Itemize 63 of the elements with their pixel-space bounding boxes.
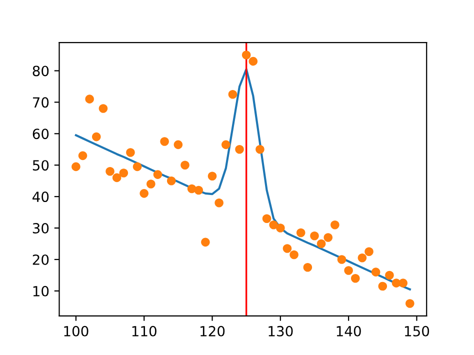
point (214, 198, 224, 208)
x-tick-label: 150 (404, 326, 430, 336)
point (337, 255, 346, 264)
point (350, 274, 360, 283)
point (406, 299, 414, 308)
point (242, 50, 251, 60)
y-tick-label: 80 (32, 66, 49, 76)
x-tick-label: 100 (64, 326, 88, 336)
point (248, 56, 258, 66)
y-tick-label: 60 (32, 128, 49, 140)
point (208, 172, 217, 181)
point (92, 132, 101, 142)
x-tick-label: 110 (132, 326, 156, 336)
point (371, 268, 380, 276)
point (126, 148, 135, 157)
point (310, 232, 319, 240)
point (221, 140, 230, 150)
point (269, 220, 278, 230)
x-tick-label: 120 (200, 326, 225, 336)
point (98, 104, 108, 113)
point (153, 170, 162, 179)
line-series (74, 68, 411, 290)
point (398, 278, 408, 288)
point (330, 220, 340, 230)
point (385, 270, 394, 280)
point (344, 266, 353, 275)
point (235, 145, 244, 154)
point (106, 167, 114, 176)
point (228, 90, 238, 99)
point (180, 160, 190, 170)
point (174, 140, 183, 150)
point (194, 186, 204, 195)
point (358, 254, 367, 262)
point (140, 189, 148, 198)
y-tick-label: 30 (32, 223, 49, 234)
point (303, 262, 312, 272)
point (78, 151, 88, 160)
y-tick-label: 20 (32, 254, 49, 265)
point (282, 244, 292, 253)
y-tick-label: 40 (32, 192, 49, 202)
point (160, 137, 169, 146)
point (72, 162, 80, 172)
point (290, 250, 298, 260)
y-tick-label: 70 (32, 97, 49, 108)
point (378, 282, 388, 291)
point (112, 173, 122, 182)
point (262, 214, 272, 223)
point (316, 239, 326, 248)
x-tick-label: 140 (336, 326, 361, 336)
point (201, 238, 210, 247)
point (85, 94, 94, 104)
point (324, 233, 333, 242)
y-tick-label: 50 (32, 160, 49, 171)
y-tick-label: 10 (33, 286, 49, 296)
x-tick-label: 130 (268, 326, 293, 336)
point (119, 168, 128, 178)
point (146, 180, 156, 188)
point (256, 145, 264, 154)
point (132, 162, 142, 172)
point (166, 176, 176, 186)
point (276, 224, 285, 232)
point (364, 247, 374, 256)
point (296, 228, 306, 238)
